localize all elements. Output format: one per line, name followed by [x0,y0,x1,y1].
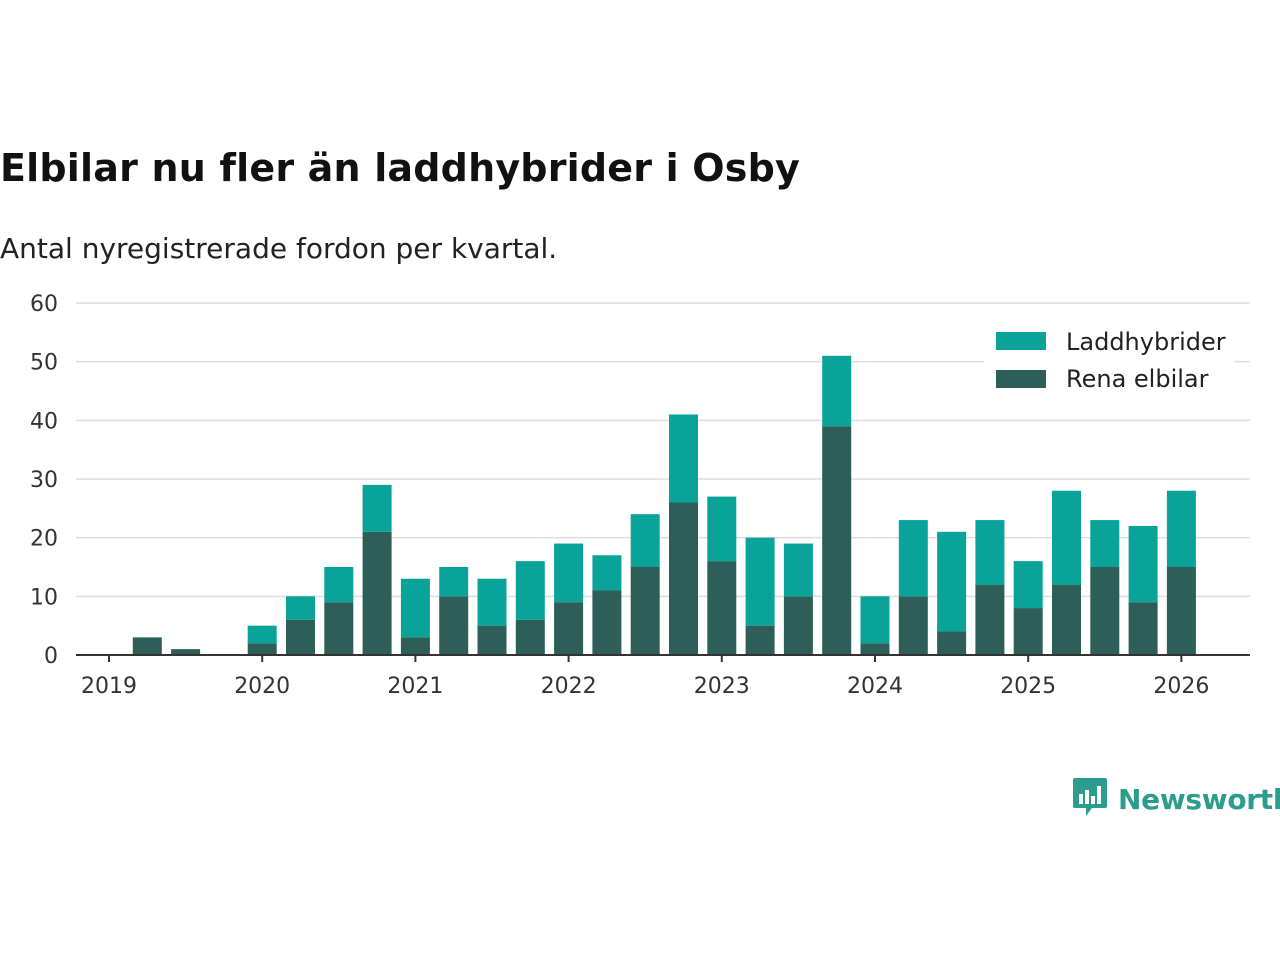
bar-laddhybrider [1013,561,1043,609]
bar-laddhybrider [745,537,775,626]
x-tick-label: 2021 [387,674,443,699]
bar-rena-elbilar [1166,567,1196,655]
bar-laddhybrider [400,578,430,638]
bar-rena-elbilar [783,596,813,655]
y-tick-label: 0 [44,644,58,669]
x-tick-label: 2025 [1000,674,1056,699]
bar-rena-elbilar [132,637,162,655]
bar-rena-elbilar [898,596,928,655]
chart-title: Elbilar nu fler än laddhybrider i Osby [0,146,800,190]
bar-laddhybrider [286,596,315,620]
bar-rena-elbilar [286,619,315,655]
bar-rena-elbilar [669,502,698,655]
y-tick-label: 10 [30,585,58,610]
bar-laddhybrider [362,484,392,532]
bar-rena-elbilar [1013,608,1043,655]
bar-rena-elbilar [515,619,545,655]
bar-rena-elbilar [1090,567,1120,655]
bar-laddhybrider [783,543,813,597]
x-tick-label: 2026 [1153,674,1209,699]
x-tick-label: 2020 [234,674,290,699]
chart-subtitle: Antal nyregistrerade fordon per kvartal. [0,232,558,265]
bar-laddhybrider [1052,490,1081,585]
bar-laddhybrider [324,567,354,603]
x-tick-label: 2022 [541,674,597,699]
bar-rena-elbilar [860,643,890,655]
bar-rena-elbilar [477,625,507,655]
bar-laddhybrider [554,543,584,603]
bar-laddhybrider [1166,490,1196,567]
x-axis: 2019 2020 2021 2022 2023 2024 2025 2026 [76,654,1250,699]
y-tick-label: 40 [30,409,58,434]
grid-lines [76,302,1250,598]
bar-laddhybrider [860,596,890,644]
bar-chart-speech-bubble-icon [1072,776,1108,822]
x-tick-label: 2024 [847,674,903,699]
x-tick-label: 2023 [694,674,750,699]
bar-laddhybrider [1090,520,1120,567]
bar-rena-elbilar [362,531,392,655]
bar-rena-elbilar [630,567,660,655]
bar-rena-elbilar [1052,584,1081,655]
bar-rena-elbilar [745,625,775,655]
bar-rena-elbilar [592,590,622,655]
brand-logo: Newsworthy [1072,776,1280,822]
bar-laddhybrider [515,561,545,620]
bar-laddhybrider [937,531,967,632]
bar-rena-elbilar [439,596,469,655]
bar-laddhybrider [898,520,928,597]
legend: Laddhybrider Rena elbilar [984,324,1234,402]
bar-laddhybrider [592,555,622,591]
bar-rena-elbilar [822,426,852,655]
bar-rena-elbilar [324,602,354,655]
legend-label-rena-elbilar: Rena elbilar [1066,365,1209,393]
brand-name: Newsworthy [1118,782,1280,816]
y-axis-ticks: 0 10 20 30 40 50 60 [30,292,58,669]
bar-laddhybrider [477,578,507,626]
bar-laddhybrider [669,414,698,503]
bar-laddhybrider [630,514,660,567]
bar-laddhybrider [707,496,737,562]
bar-laddhybrider [822,355,852,427]
legend-label-laddhybrider: Laddhybrider [1066,328,1226,356]
bar-rena-elbilar [554,602,584,655]
bar-rena-elbilar [247,643,277,655]
bar-rena-elbilar [975,584,1005,655]
legend-swatch-laddhybrider [996,332,1046,350]
x-tick-label: 2019 [81,674,137,699]
bar-rena-elbilar [1128,602,1158,655]
bar-rena-elbilar [937,631,967,655]
y-tick-label: 50 [30,351,58,376]
y-tick-label: 30 [30,468,58,493]
bar-rena-elbilar [707,561,737,655]
bars [132,355,1196,655]
y-tick-label: 60 [30,292,58,317]
legend-swatch-rena-elbilar [996,370,1046,388]
bar-laddhybrider [1128,525,1158,603]
bar-rena-elbilar [400,637,430,655]
bar-rena-elbilar [171,649,201,655]
bar-laddhybrider [975,520,1005,585]
bar-laddhybrider [439,567,469,597]
bar-laddhybrider [247,625,277,644]
y-tick-label: 20 [30,527,58,552]
